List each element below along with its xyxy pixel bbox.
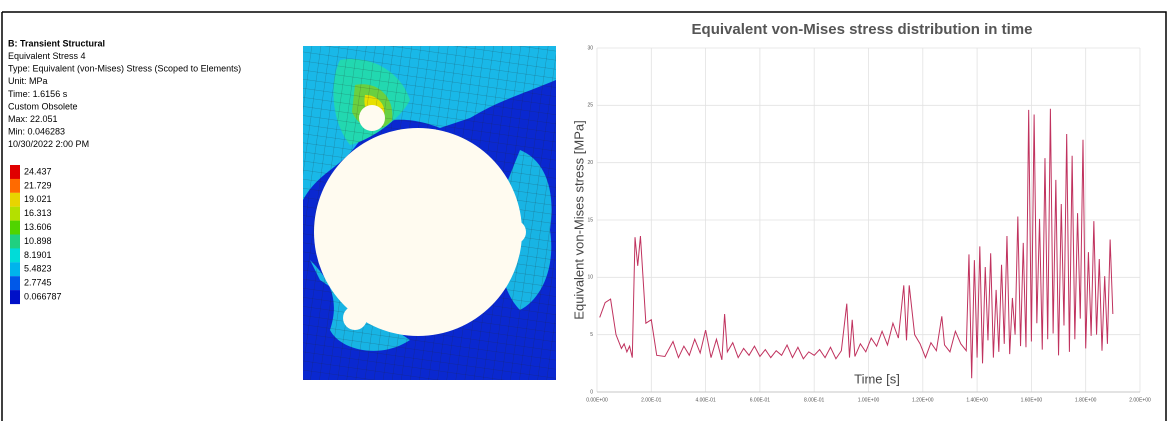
info-line: Time: 1.6156 s — [8, 89, 68, 99]
legend-label: 10.898 — [24, 236, 52, 246]
y-axis-label: Equivalent von-Mises stress [MPa] — [571, 120, 586, 319]
legend-label: 19.021 — [24, 194, 52, 204]
x-axis-label: Time [s] — [854, 371, 900, 386]
legend-label: 0.066787 — [24, 291, 62, 301]
legend-swatch — [10, 248, 20, 262]
legend-swatch — [10, 165, 20, 179]
x-tick-label: 1.00E+00 — [858, 397, 880, 403]
legend-swatch — [10, 179, 20, 193]
y-tick-label: 20 — [587, 160, 593, 166]
fem-hole — [359, 105, 385, 131]
legend-swatch — [10, 221, 20, 235]
legend-swatch — [10, 235, 20, 249]
chart-title: Equivalent von-Mises stress distribution… — [692, 21, 1033, 38]
x-tick-label: 1.60E+00 — [1021, 397, 1043, 403]
legend-swatch — [10, 276, 20, 290]
y-tick-label: 25 — [587, 103, 593, 109]
y-tick-label: 10 — [587, 275, 593, 281]
y-tick-label: 15 — [587, 217, 593, 223]
result-title: B: Transient Structural — [8, 38, 105, 48]
legend-swatch — [10, 262, 20, 276]
legend-label: 21.729 — [24, 180, 52, 190]
y-tick-label: 0 — [590, 389, 593, 395]
x-tick-label: 2.00E-01 — [641, 397, 662, 403]
x-tick-label: 8.00E-01 — [804, 397, 825, 403]
fem-hole — [314, 128, 522, 336]
legend-label: 5.4823 — [24, 264, 52, 274]
info-line: Max: 22.051 — [8, 114, 58, 124]
x-tick-label: 1.40E+00 — [966, 397, 988, 403]
x-tick-label: 1.20E+00 — [912, 397, 934, 403]
legend-label: 13.606 — [24, 222, 52, 232]
x-tick-label: 4.00E-01 — [695, 397, 716, 403]
legend-label: 8.1901 — [24, 250, 52, 260]
legend-swatch — [10, 207, 20, 221]
info-line: Unit: MPa — [8, 76, 48, 86]
page: B: Transient Structural Equivalent Stres… — [0, 0, 1168, 423]
info-line: Custom Obsolete — [8, 101, 78, 111]
info-line: Min: 0.046283 — [8, 127, 65, 137]
fem-image — [303, 46, 556, 380]
legend-label: 2.7745 — [24, 278, 52, 288]
info-line: Equivalent Stress 4 — [8, 51, 86, 61]
legend-label: 16.313 — [24, 208, 52, 218]
legend-swatch — [10, 290, 20, 304]
y-tick-label: 30 — [587, 45, 593, 51]
x-tick-label: 2.00E+00 — [1129, 397, 1151, 403]
x-tick-label: 6.00E-01 — [750, 397, 771, 403]
legend-label: 24.437 — [24, 166, 52, 176]
y-tick-label: 5 — [590, 332, 593, 338]
info-line: Type: Equivalent (von-Mises) Stress (Sco… — [8, 64, 241, 74]
legend-swatch — [10, 193, 20, 207]
x-tick-label: 0.00E+00 — [586, 397, 608, 403]
x-tick-label: 1.80E+00 — [1075, 397, 1097, 403]
info-line: 10/30/2022 2:00 PM — [8, 139, 89, 149]
